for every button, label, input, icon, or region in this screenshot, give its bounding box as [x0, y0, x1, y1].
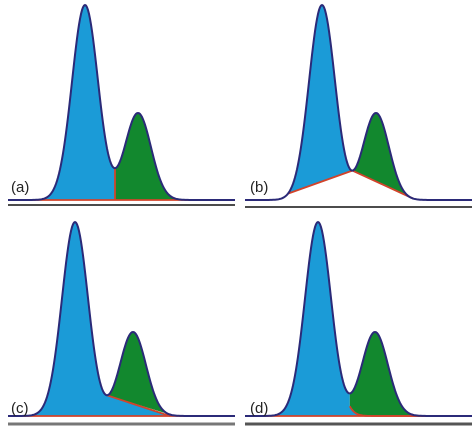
signal-curve: [245, 3, 472, 201]
peak-area: [107, 332, 170, 415]
signal-curve: [8, 220, 235, 417]
signal-curve: [245, 220, 472, 417]
panel-label: (a): [11, 179, 29, 196]
peak-area: [245, 222, 472, 416]
peak-area: [288, 5, 353, 194]
signal-curve: [8, 3, 235, 201]
peak-area: [8, 5, 115, 200]
shapes: [8, 3, 472, 426]
peak-area: [115, 113, 235, 200]
panel-label: (d): [250, 400, 268, 417]
peak-area: [349, 332, 472, 416]
baseline: [106, 394, 171, 417]
panel-label: (c): [11, 400, 29, 417]
panel-label: (b): [250, 179, 268, 196]
peak-area: [8, 222, 170, 416]
